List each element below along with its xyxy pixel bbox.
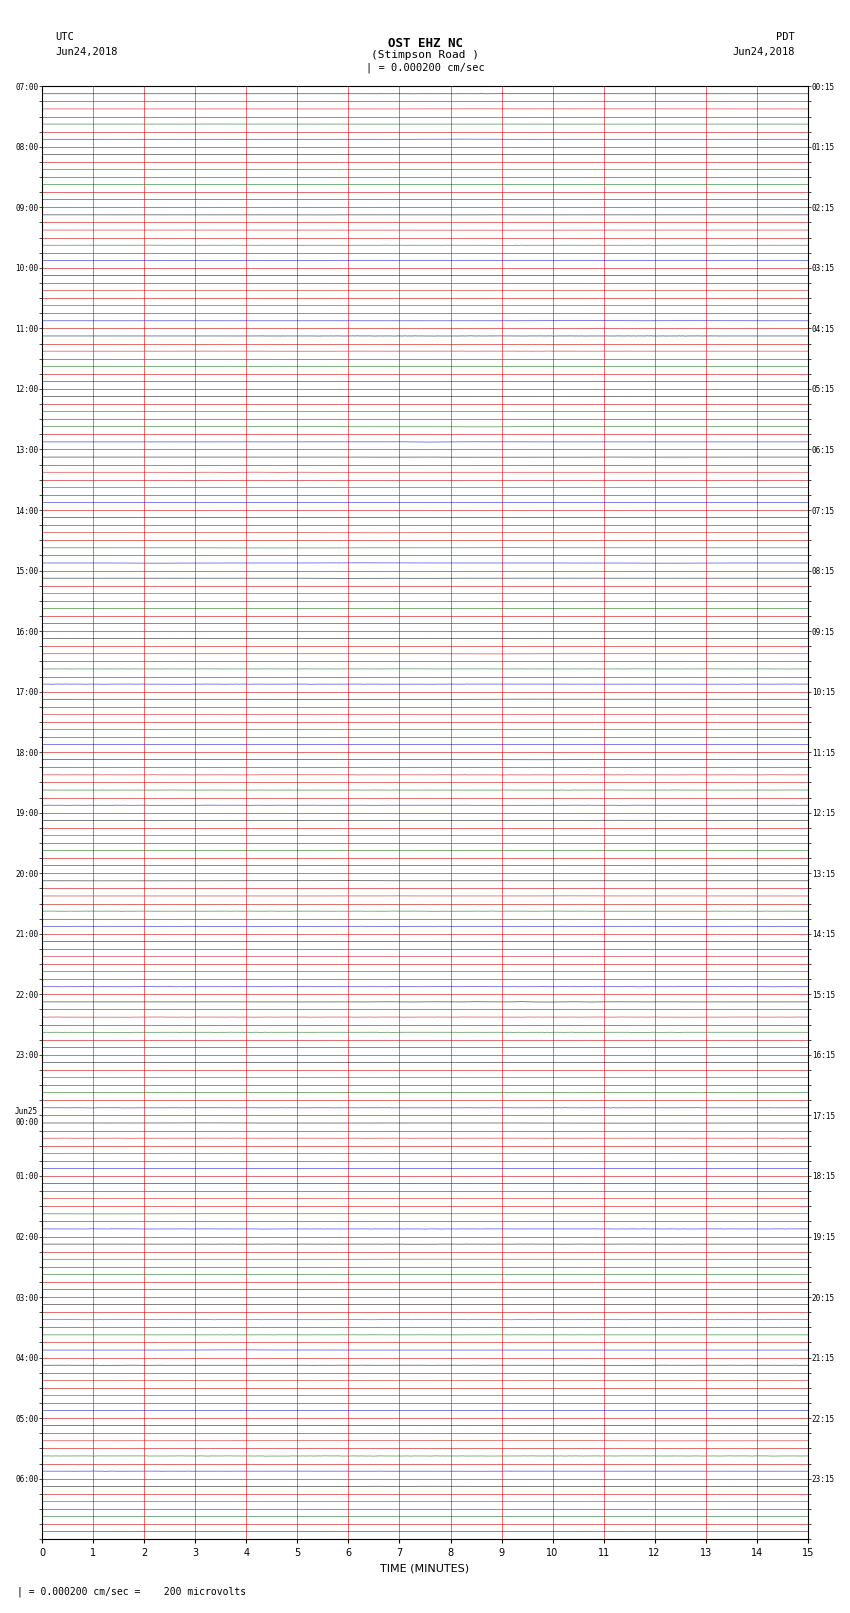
Text: UTC: UTC <box>55 32 74 42</box>
Text: | = 0.000200 cm/sec: | = 0.000200 cm/sec <box>366 63 484 74</box>
X-axis label: TIME (MINUTES): TIME (MINUTES) <box>381 1565 469 1574</box>
Text: | = 0.000200 cm/sec =    200 microvolts: | = 0.000200 cm/sec = 200 microvolts <box>17 1586 246 1597</box>
Text: Jun24,2018: Jun24,2018 <box>732 47 795 56</box>
Text: PDT: PDT <box>776 32 795 42</box>
Text: (Stimpson Road ): (Stimpson Road ) <box>371 50 479 60</box>
Text: Jun24,2018: Jun24,2018 <box>55 47 118 56</box>
Text: OST EHZ NC: OST EHZ NC <box>388 37 462 50</box>
